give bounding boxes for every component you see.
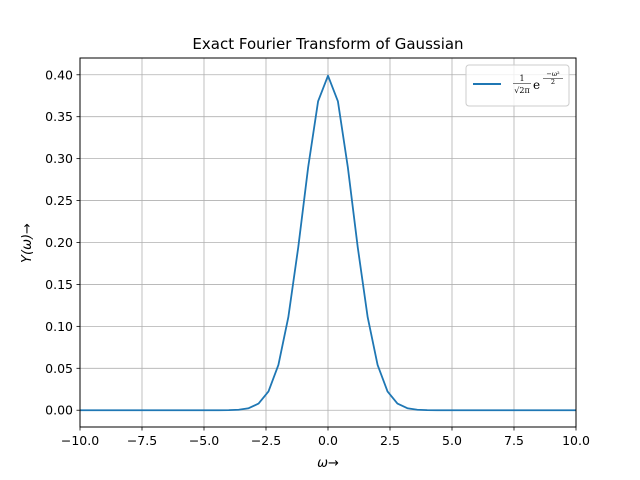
x-tick-label: −7.5 xyxy=(127,433,157,448)
y-axis-ticks: 0.00 0.05 0.10 0.15 0.20 0.25 0.30 0.35 0.40 xyxy=(45,67,80,418)
x-tick-label: −2.5 xyxy=(251,433,281,448)
y-tick-label: 0.15 xyxy=(45,277,73,292)
x-tick-label: −10.0 xyxy=(61,433,99,448)
y-tick-label: 0.25 xyxy=(45,193,73,208)
y-tick-label: 0.30 xyxy=(45,151,73,166)
legend: 1 √2π e −ω² 2 xyxy=(465,64,570,107)
x-tick-label: 7.5 xyxy=(504,433,524,448)
y-tick-label: 0.35 xyxy=(45,109,73,124)
legend-exp-base: e xyxy=(533,78,540,92)
legend-frac-numerator: 1 xyxy=(519,74,524,83)
y-tick-label: 0.05 xyxy=(45,361,73,376)
legend-box xyxy=(465,64,570,107)
chart-title: Exact Fourier Transform of Gaussian xyxy=(192,35,463,53)
y-tick-label: 0.00 xyxy=(45,403,73,418)
series-line xyxy=(80,74,576,412)
series-layer xyxy=(80,74,576,412)
legend-exp-denominator: 2 xyxy=(551,78,555,86)
x-tick-label: −5.0 xyxy=(189,433,219,448)
legend-exp-numerator: −ω² xyxy=(546,70,560,78)
x-tick-label: 2.5 xyxy=(380,433,400,448)
y-tick-label: 0.20 xyxy=(45,235,73,250)
x-tick-label: 0.0 xyxy=(318,433,338,448)
x-tick-label: 5.0 xyxy=(442,433,462,448)
y-tick-label: 0.10 xyxy=(45,319,73,334)
x-axis-label: ω→ xyxy=(317,456,339,471)
legend-frac-denominator: √2π xyxy=(514,86,529,95)
y-axis-label: Y(ω)→ xyxy=(20,223,35,263)
x-tick-label: 10.0 xyxy=(562,433,590,448)
y-tick-label: 0.40 xyxy=(45,67,73,82)
x-axis-ticks: −10.0 −7.5 −5.0 −2.5 0.0 2.5 5.0 7.5 10.0 xyxy=(61,427,590,448)
